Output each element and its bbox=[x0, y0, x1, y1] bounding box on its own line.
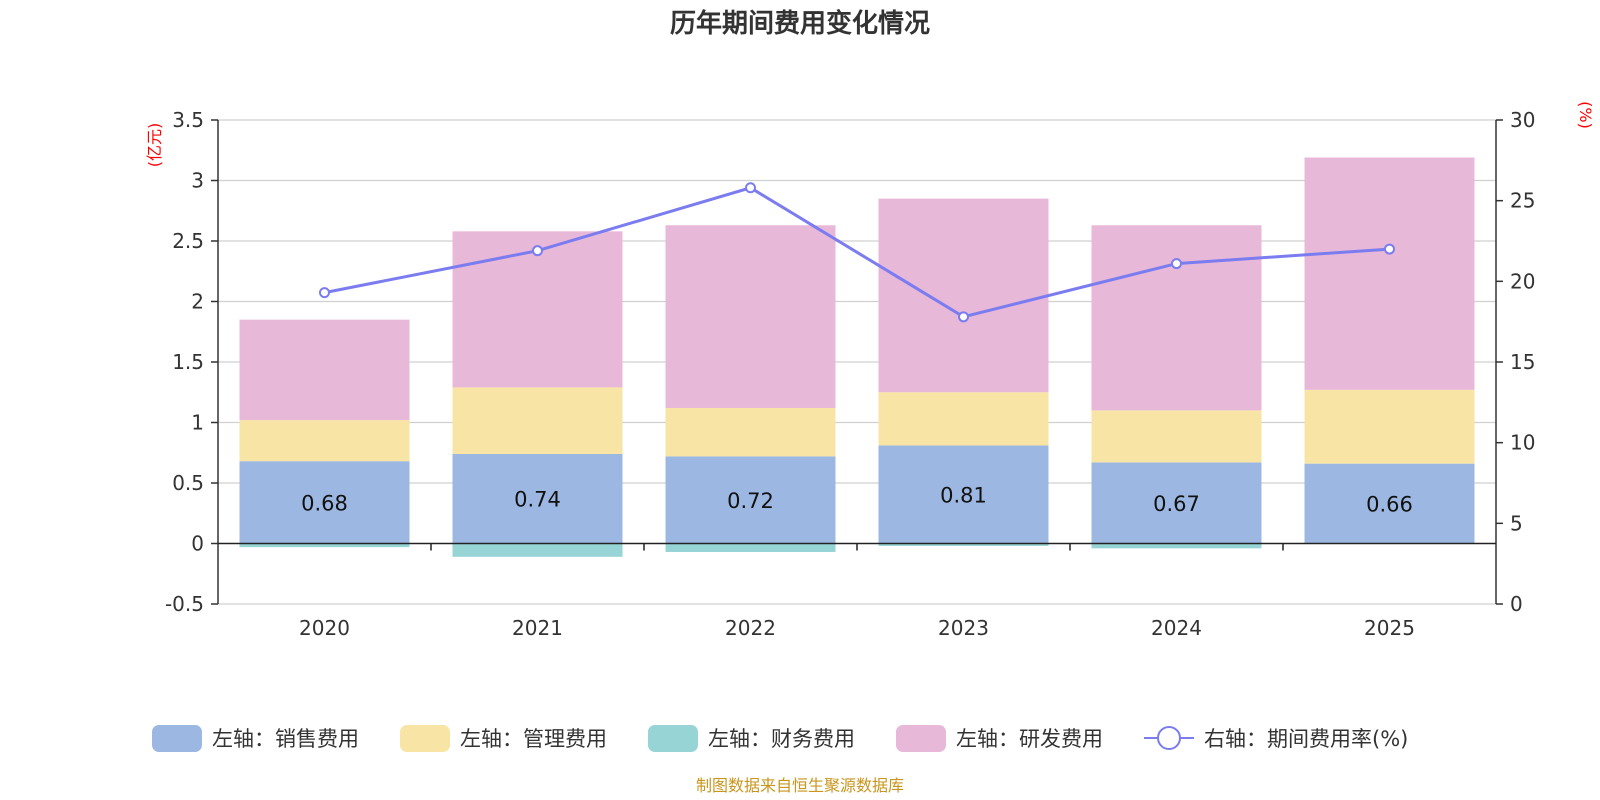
legend-item-2[interactable]: 左轴：财务费用 bbox=[648, 725, 855, 752]
bar-2022-s3 bbox=[665, 225, 836, 408]
left-tick-label: -0.5 bbox=[165, 592, 204, 616]
bar-2023-s1 bbox=[878, 392, 1049, 446]
legend-swatch bbox=[648, 725, 698, 752]
data-label: 0.74 bbox=[514, 488, 561, 512]
x-tick-label: 2020 bbox=[299, 616, 350, 640]
rate-point bbox=[958, 311, 969, 323]
legend-label: 左轴：销售费用 bbox=[212, 727, 359, 751]
x-tick-label: 2023 bbox=[938, 616, 989, 640]
bar-2020-s3 bbox=[239, 319, 410, 421]
bar-2024-s3 bbox=[1091, 225, 1262, 411]
right-tick-label: 10 bbox=[1510, 431, 1535, 455]
right-axis-unit: (%) bbox=[1576, 101, 1595, 129]
rate-point bbox=[1171, 258, 1182, 270]
data-label: 0.68 bbox=[301, 491, 348, 515]
rate-point bbox=[532, 245, 543, 257]
left-tick-label: 0.5 bbox=[172, 471, 204, 495]
legend-label: 左轴：管理费用 bbox=[460, 727, 607, 751]
left-tick-label: 0 bbox=[191, 532, 204, 556]
data-label: 0.72 bbox=[727, 489, 774, 513]
legend-item-4[interactable]: 右轴：期间费用率(%) bbox=[1144, 726, 1408, 751]
bar-2023-s0 bbox=[878, 445, 1049, 544]
legend-swatch bbox=[400, 725, 450, 752]
right-tick-label: 25 bbox=[1510, 189, 1535, 213]
legend-item-1[interactable]: 左轴：管理费用 bbox=[400, 725, 607, 752]
left-tick-label: 3.5 bbox=[172, 108, 204, 132]
bar-2020-s0 bbox=[239, 461, 410, 544]
bar-2025-s1 bbox=[1304, 389, 1475, 464]
right-tick-label: 0 bbox=[1510, 592, 1523, 616]
legend-item-3[interactable]: 左轴：研发费用 bbox=[896, 725, 1103, 752]
legend-label: 左轴：财务费用 bbox=[708, 727, 855, 751]
left-tick-label: 1 bbox=[191, 411, 204, 435]
source-note: 制图数据来自恒生聚源数据库 bbox=[696, 776, 904, 795]
legend-marker bbox=[1157, 726, 1181, 750]
right-tick-label: 5 bbox=[1510, 511, 1523, 535]
legend[interactable]: 左轴：销售费用 左轴：管理费用 左轴：财务费用 左轴：研发费用 右轴：期间费用率(%) bbox=[152, 725, 1408, 752]
rate-point bbox=[1384, 243, 1395, 255]
data-labels: 0.68 0.74 0.72 0.81 0.67 0.66 bbox=[301, 483, 1413, 516]
data-label: 0.66 bbox=[1366, 493, 1413, 517]
left-tick-label: 1.5 bbox=[172, 350, 204, 374]
x-tick-label: 2022 bbox=[725, 616, 776, 640]
rate-point bbox=[745, 182, 756, 194]
chart-title: 历年期间费用变化情况 bbox=[670, 8, 930, 39]
right-tick-label: 20 bbox=[1510, 269, 1535, 293]
legend-label: 右轴：期间费用率(%) bbox=[1204, 727, 1408, 751]
left-tick-label: 3 bbox=[191, 169, 204, 193]
rate-line-path bbox=[324, 186, 1390, 319]
bar-2021-s2 bbox=[452, 543, 623, 557]
rate-point bbox=[319, 287, 330, 299]
bar-2020-s1 bbox=[239, 420, 410, 462]
data-label: 0.81 bbox=[940, 483, 987, 507]
right-tick-label: 30 bbox=[1510, 108, 1535, 132]
gridlines bbox=[218, 119, 1496, 605]
left-axis-unit: (亿元) bbox=[145, 123, 164, 168]
bar-2023-s3 bbox=[878, 198, 1049, 393]
left-tick-label: 2.5 bbox=[172, 229, 204, 253]
x-tick-label: 2025 bbox=[1364, 616, 1415, 640]
legend-item-0[interactable]: 左轴：销售费用 bbox=[152, 725, 359, 752]
bar-2024-s1 bbox=[1091, 410, 1262, 463]
bars bbox=[239, 157, 1475, 557]
x-tick-label: 2021 bbox=[512, 616, 563, 640]
bar-2024-s0 bbox=[1091, 462, 1262, 544]
bar-2022-s0 bbox=[665, 456, 836, 544]
legend-label: 左轴：研发费用 bbox=[956, 727, 1103, 751]
bar-2021-s0 bbox=[452, 453, 623, 544]
legend-swatch bbox=[152, 725, 202, 752]
bar-2021-s1 bbox=[452, 387, 623, 454]
legend-swatch bbox=[896, 725, 946, 752]
data-label: 0.67 bbox=[1153, 492, 1200, 516]
bar-2021-s3 bbox=[452, 231, 623, 388]
bar-2022-s1 bbox=[665, 407, 836, 457]
bar-2024-s2 bbox=[1091, 543, 1262, 549]
right-tick-label: 15 bbox=[1510, 350, 1535, 374]
bar-2025-s0 bbox=[1304, 463, 1475, 544]
left-tick-label: 2 bbox=[191, 290, 204, 314]
bar-2025-s3 bbox=[1304, 157, 1475, 390]
bar-2023-s2 bbox=[878, 543, 1049, 546]
rate-line bbox=[319, 182, 1395, 323]
x-tick-label: 2024 bbox=[1151, 616, 1202, 640]
bar-2020-s2 bbox=[239, 543, 410, 548]
bar-2022-s2 bbox=[665, 543, 836, 552]
